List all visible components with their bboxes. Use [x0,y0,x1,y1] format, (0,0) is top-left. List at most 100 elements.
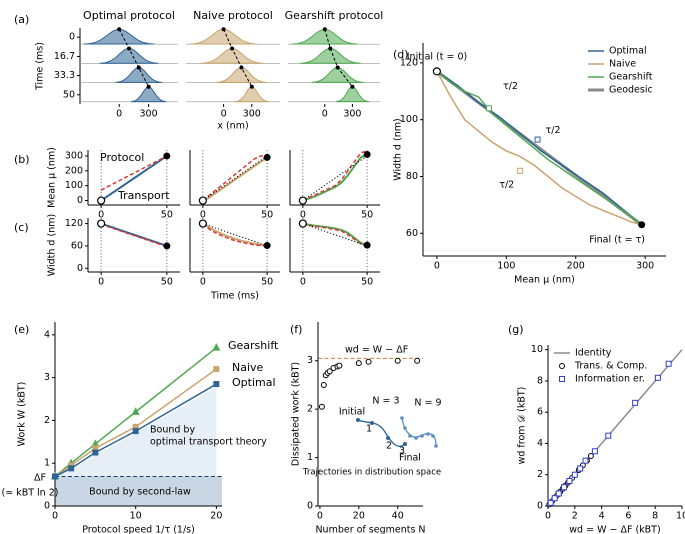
mean-point [117,27,122,32]
marker [654,374,661,381]
panel-label: (b) [14,153,30,166]
x-tick-label: 20 [353,511,365,522]
y-tick-label: 0 [69,32,75,43]
mean-point [221,27,226,32]
series-line [302,222,368,247]
y-axis-label: Mean μ (nm) [47,147,58,208]
annotation: Bound by second-law [89,487,191,498]
x-tick-label: 0 [98,210,104,221]
legend-label: Optimal [609,46,647,57]
annotation: 2 [386,441,392,452]
distribution [99,47,159,64]
panel-label: (f) [290,323,302,336]
x-tick-label: 100 [497,261,515,272]
initial-point [198,219,207,228]
trajectory-point [434,444,438,448]
y-tick-label: 6 [537,407,543,418]
marker [52,473,58,480]
distribution [234,86,269,103]
x-tick-label: 300 [243,109,261,120]
panel-label: (c) [14,221,29,234]
y-tick-label: 120 [400,57,418,68]
x-tick-label: 0 [116,109,122,120]
initial-point [432,67,441,76]
annotation: Initial (t = 0) [407,52,468,63]
marker [632,399,639,406]
trajectory-point [386,436,390,440]
y-tick-label: 2 [307,404,313,415]
series-line [100,155,168,191]
legend-label: Identity [575,348,612,359]
x-tick-label: 0 [221,109,227,120]
final-point [363,241,371,249]
x-axis-label: Protocol speed 1/τ (1/s) [82,525,195,534]
series-line [202,223,268,247]
marker [365,358,372,365]
series-line [202,222,268,247]
x-tick-label: 300 [140,109,158,120]
marker [414,357,421,364]
annotation: 1 [366,424,372,435]
mean-point [335,65,340,70]
marker [559,376,565,382]
x-tick-label: 40 [392,511,404,522]
annotation: Final (t = τ) [589,235,645,246]
y-tick-label: 10 [531,344,543,355]
series-line [436,71,642,226]
annotation: Final [399,453,421,464]
mean-trajectory [118,28,150,88]
y-tick-label: 1 [44,458,50,469]
legend-label: Protocol [100,151,144,164]
x-axis-label: wd = W − ΔF (kBT) [569,525,660,534]
x-tick-label: 0 [52,511,58,522]
marker [320,381,327,388]
marker [355,360,362,367]
series-line [100,155,168,202]
y-tick-label: 300 [65,150,83,161]
y-tick-label: 60 [71,240,83,251]
y-tick-label: 120 [65,218,83,229]
legend-label: Transport [117,189,170,202]
x-axis-label: Time (ms) [210,291,259,302]
trajectory-point [400,416,404,420]
initial-point [198,196,207,205]
x-tick-label: 50 [161,277,173,288]
marker [212,343,221,351]
y-axis-label: Time (ms) [35,42,46,91]
x-tick-label: 4 [599,511,605,522]
trajectory-n3 [357,419,406,447]
y-tick-label: 60 [406,228,418,239]
mean-point [239,65,244,70]
x-tick-label: 50 [161,210,173,221]
final-point [163,242,171,250]
trajectory-point [356,418,360,422]
legend-label: Trans. & Comp. [574,361,647,372]
y-axis-label: Width d (nm) [47,214,58,276]
marker [213,381,220,388]
y-axis-label: Work W (kBT) [17,382,28,447]
panel-label: (e) [14,323,29,336]
y-axis-label: Width d (nm) [393,118,404,180]
distribution [311,67,364,83]
distribution [83,28,155,45]
legend-label: Geodesic [609,85,653,96]
series-line [202,156,268,202]
marker [566,477,573,484]
trajectory-point [431,434,435,438]
x-axis-label: Mean μ (nm) [514,275,575,286]
y-tick-label: 100 [400,114,418,125]
annotation: Trajectories in distribution space [302,468,441,478]
marker [326,368,333,375]
x-tick-label: 0 [545,511,551,522]
series-line [302,223,368,247]
trajectory-point [403,442,407,446]
mean-point [328,46,333,51]
panel-title: Optimal protocol [83,9,175,22]
final-point [263,153,271,161]
legend-label: Information er. [575,374,645,385]
marker [92,449,99,456]
mean-trajectory [324,29,353,88]
x-tick-label: 10 [676,511,685,522]
marker [559,363,565,369]
x-tick-label: 50 [261,277,273,288]
